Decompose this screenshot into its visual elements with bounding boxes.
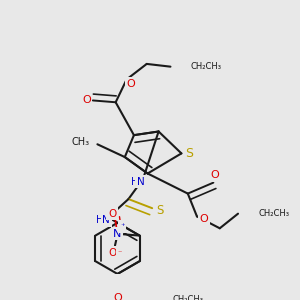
Text: N: N [137,177,145,187]
Text: CH₂CH₃: CH₂CH₃ [258,209,289,218]
Text: O: O [82,95,91,105]
Text: O: O [108,248,116,258]
Text: H: H [131,177,139,187]
Text: H: H [96,215,104,225]
Text: O: O [113,293,122,300]
Text: ⁺: ⁺ [120,222,124,231]
Text: N: N [102,215,110,225]
Text: CH₃: CH₃ [72,137,90,147]
Text: N: N [112,229,121,239]
Text: O: O [211,170,220,180]
Text: O: O [200,214,208,224]
Text: S: S [156,203,163,217]
Text: S: S [185,147,193,160]
Text: ⁻: ⁻ [117,248,122,257]
Text: O: O [127,79,136,89]
Text: CH₂CH₃: CH₂CH₃ [190,62,221,71]
Text: CH₂CH₃: CH₂CH₃ [172,295,203,300]
Text: O: O [108,209,116,219]
